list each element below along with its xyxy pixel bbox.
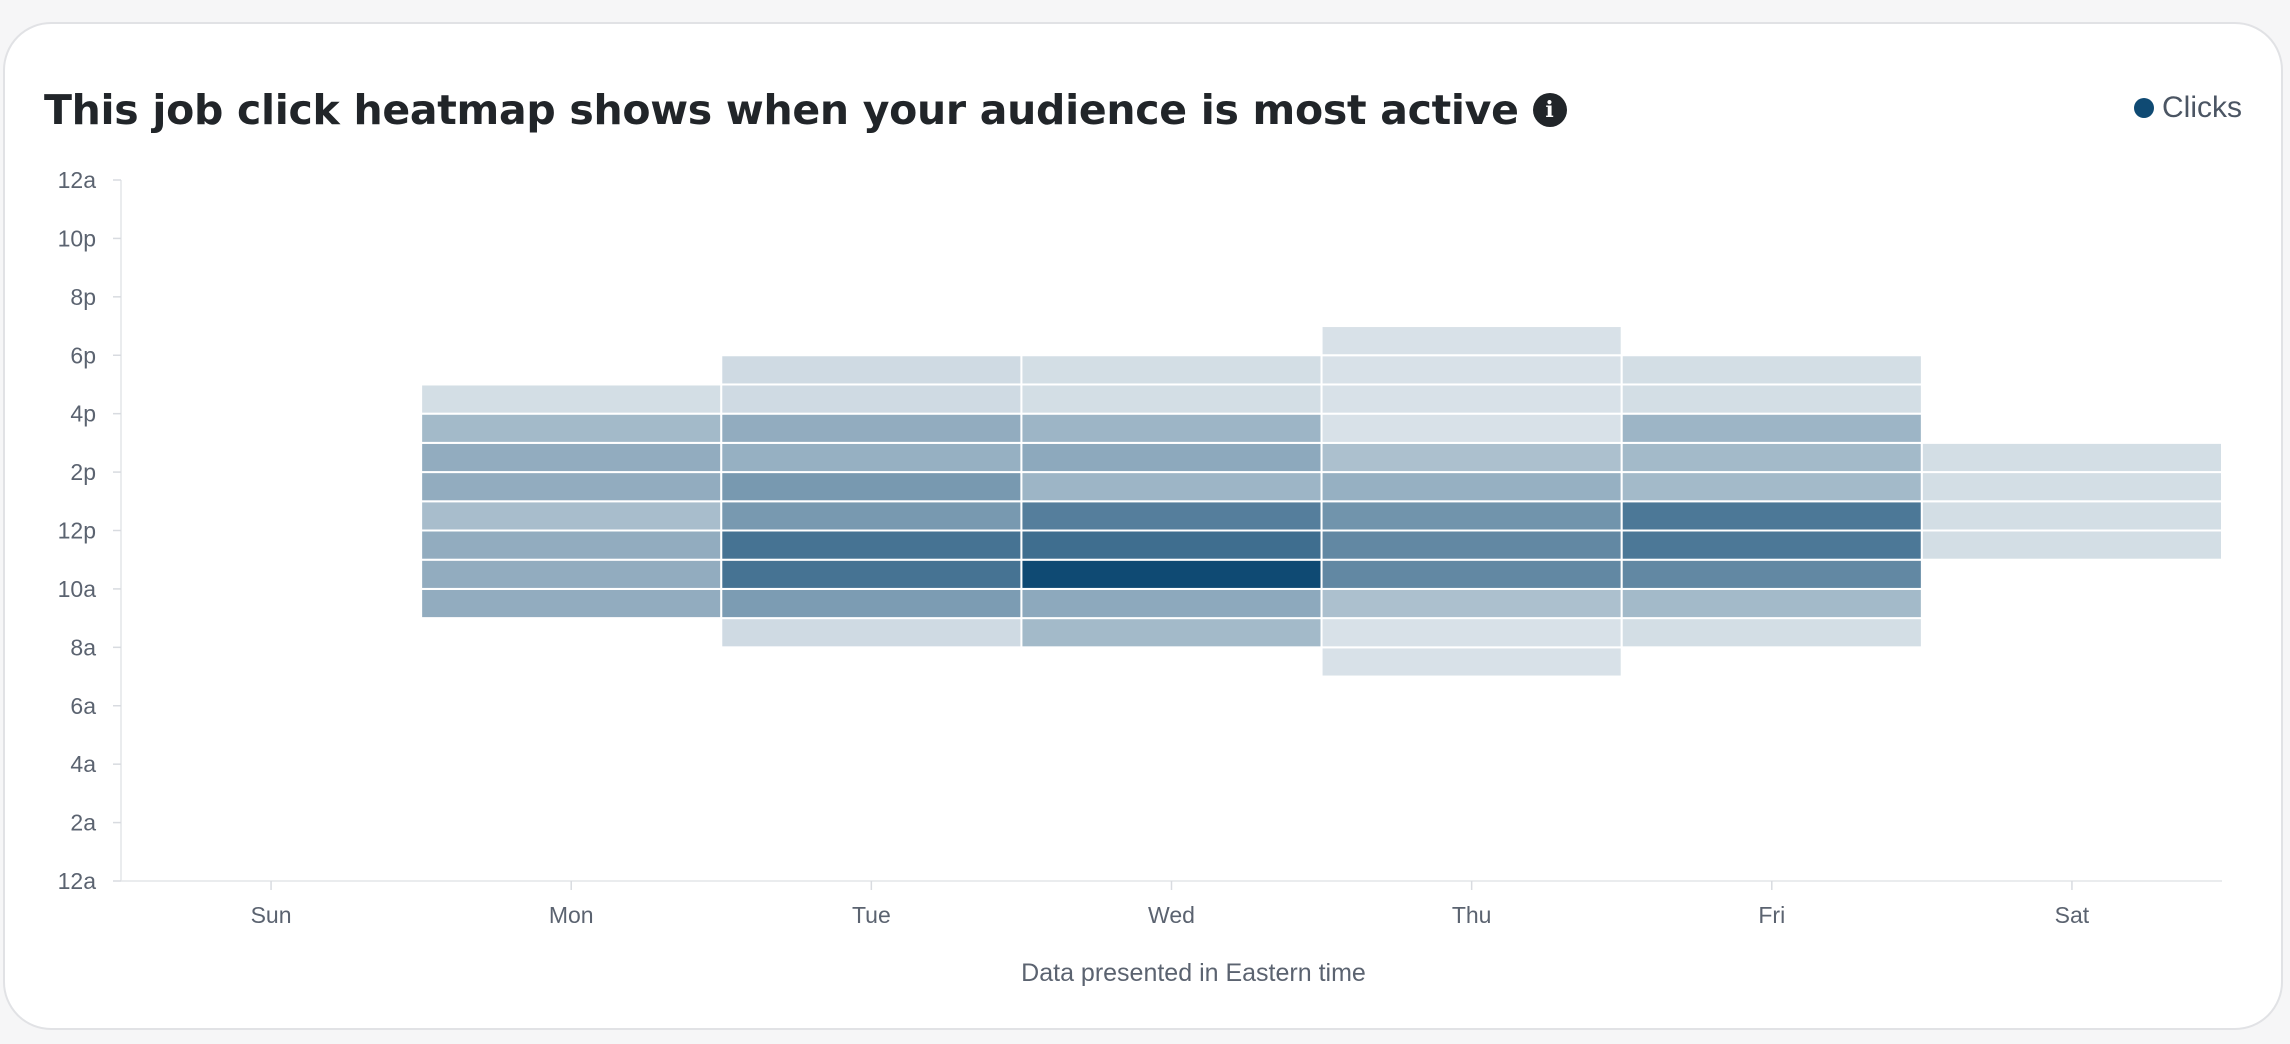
heatmap-cell[interactable]	[1320, 529, 1623, 561]
info-icon[interactable]: i	[1532, 93, 1567, 127]
x-axis-title: Data presented in Eastern time	[1021, 959, 1366, 987]
heatmap-cell[interactable]	[1620, 383, 1923, 415]
heatmap-cell[interactable]	[1320, 558, 1623, 590]
heatmap-cell[interactable]	[720, 558, 1023, 590]
y-tick-label: 10a	[58, 576, 97, 602]
y-tick-label: 12a	[58, 167, 97, 193]
y-tick-label: 10p	[58, 225, 96, 251]
y-tick-label: 2p	[70, 459, 96, 485]
y-tick-label: 8a	[70, 634, 96, 660]
heatmap-cell[interactable]	[420, 412, 723, 444]
y-tick-label: 12a	[58, 868, 97, 894]
y-tick-label: 4a	[70, 751, 96, 777]
heatmap-cell[interactable]	[1320, 325, 1623, 357]
heatmap-cell[interactable]	[1620, 354, 1923, 386]
heatmap-cell[interactable]	[1020, 500, 1323, 532]
heatmap-cell[interactable]	[720, 471, 1023, 503]
heatmap-cell[interactable]	[1320, 441, 1623, 474]
chart-title: This job click heatmap shows when your a…	[44, 86, 1519, 134]
heatmap-cell[interactable]	[1920, 471, 2224, 503]
heatmap-cell[interactable]	[720, 354, 1023, 386]
heatmap-cell[interactable]	[1020, 617, 1323, 649]
y-tick-label: 6p	[70, 342, 96, 368]
legend-label-clicks: Clicks	[2162, 91, 2242, 124]
heatmap-cell[interactable]	[420, 558, 723, 590]
heatmap-cell[interactable]	[1020, 529, 1323, 561]
heatmap-cell[interactable]	[1620, 558, 1923, 590]
y-tick-label: 2a	[70, 810, 96, 836]
heatmap-cell[interactable]	[1020, 441, 1323, 474]
heatmap-cell[interactable]	[1020, 471, 1323, 503]
heatmap-cell[interactable]	[1320, 383, 1623, 415]
heatmap-cell[interactable]	[1320, 354, 1623, 386]
heatmap-cell[interactable]	[1320, 412, 1623, 444]
heatmap-cell[interactable]	[1320, 500, 1623, 532]
heatmap-cell[interactable]	[1020, 412, 1323, 444]
x-tick-label: Tue	[852, 902, 891, 928]
heatmap-cell[interactable]	[420, 529, 723, 561]
heatmap-cell[interactable]	[1920, 441, 2224, 474]
heatmap-cell[interactable]	[720, 617, 1023, 649]
heatmap-cell[interactable]	[1320, 587, 1623, 620]
x-tick-label: Sat	[2055, 902, 2090, 928]
x-tick-label: Fri	[1758, 902, 1785, 928]
heatmap-cell[interactable]	[420, 500, 723, 532]
heatmap-cell[interactable]	[720, 500, 1023, 532]
heatmap-cell[interactable]	[720, 412, 1023, 444]
heatmap-cell[interactable]	[1620, 617, 1923, 649]
heatmap-cell[interactable]	[720, 383, 1023, 415]
heatmap-cell[interactable]	[1620, 471, 1923, 503]
heatmap-cell[interactable]	[1620, 529, 1923, 561]
y-tick-label: 6a	[70, 693, 96, 719]
heatmap-cell[interactable]	[1920, 500, 2224, 532]
heatmap-cell[interactable]	[1020, 383, 1323, 415]
heatmap-cell[interactable]	[1620, 500, 1923, 532]
x-tick-label: Wed	[1148, 902, 1195, 928]
heatmap-cell[interactable]	[1020, 558, 1323, 590]
heatmap-cell[interactable]	[1320, 646, 1623, 678]
legend-swatch	[2134, 98, 2154, 118]
title-row: This job click heatmap shows when your a…	[44, 86, 1567, 134]
heatmap-cell[interactable]	[720, 529, 1023, 561]
heatmap-cell[interactable]	[1320, 471, 1623, 503]
y-tick-label: 12p	[58, 518, 96, 544]
y-tick-label: 8p	[70, 284, 96, 310]
heatmap-cell[interactable]	[1620, 412, 1923, 444]
legend[interactable]: Clicks	[2134, 91, 2242, 125]
heatmap-cell[interactable]	[420, 471, 723, 503]
heatmap-cell[interactable]	[420, 441, 723, 474]
heatmap-cell[interactable]	[1020, 587, 1323, 620]
heatmap-cell[interactable]	[1620, 587, 1923, 620]
heatmap-cell[interactable]	[1920, 529, 2224, 561]
y-tick-label: 4p	[70, 401, 96, 427]
x-tick-label: Mon	[549, 902, 594, 928]
heatmap-cell[interactable]	[720, 441, 1023, 474]
heatmap-cell[interactable]	[720, 587, 1023, 620]
heatmap-cell[interactable]	[1620, 441, 1923, 474]
x-tick-label: Sun	[251, 902, 292, 928]
heatmap-cell[interactable]	[1020, 354, 1323, 386]
heatmap-cell[interactable]	[1320, 617, 1623, 649]
heatmap-cell[interactable]	[420, 383, 723, 415]
heatmap-cell[interactable]	[420, 587, 723, 620]
x-tick-label: Thu	[1452, 902, 1492, 928]
